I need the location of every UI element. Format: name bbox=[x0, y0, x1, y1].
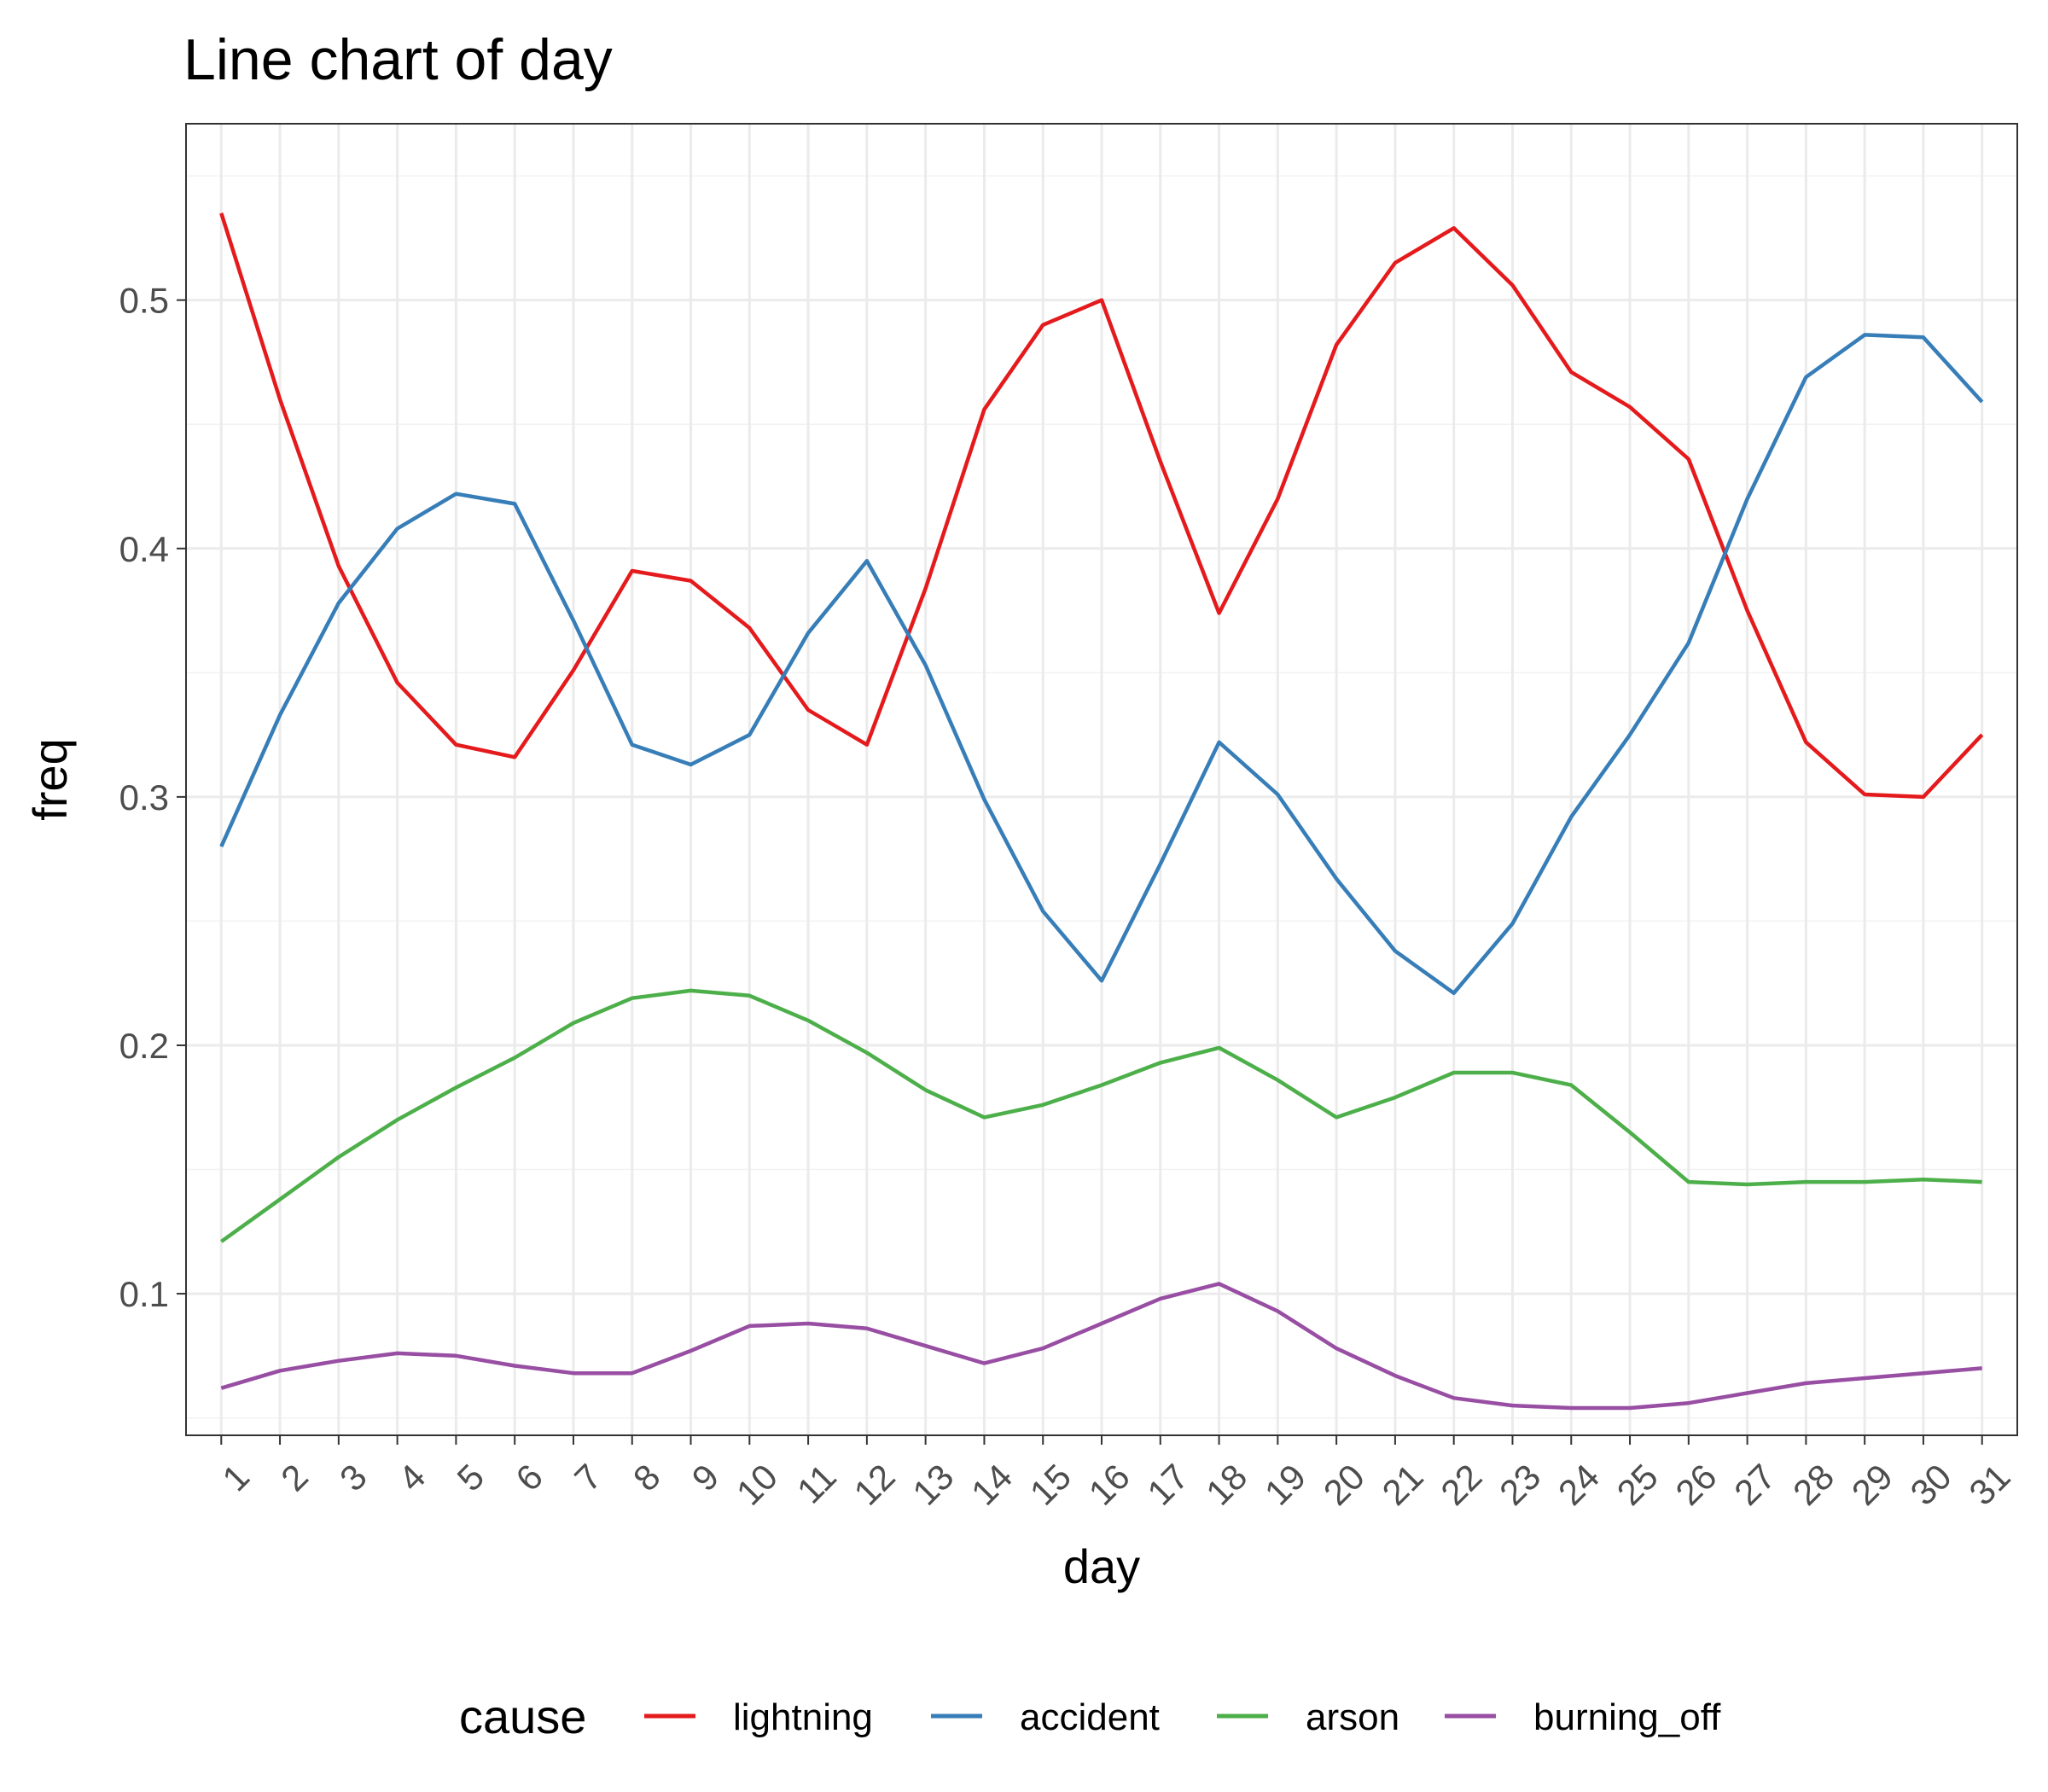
x-tick-label: 14 bbox=[963, 1457, 1020, 1513]
x-tick-label: 16 bbox=[1081, 1457, 1137, 1513]
x-tick-label: 21 bbox=[1375, 1457, 1431, 1513]
chart-title: Line chart of day bbox=[183, 27, 613, 92]
y-tick-label: 0.4 bbox=[119, 529, 169, 569]
legend-items: lightning accident arson burning_off bbox=[644, 1696, 1721, 1738]
y-tick-label: 0.1 bbox=[119, 1274, 169, 1314]
y-axis-title: freq bbox=[23, 738, 77, 821]
x-axis-title: day bbox=[1063, 1539, 1140, 1593]
x-tick-label: 22 bbox=[1433, 1457, 1489, 1513]
x-tick-label: 8 bbox=[625, 1457, 668, 1499]
x-tick-label: 24 bbox=[1551, 1457, 1607, 1513]
x-tick-label: 12 bbox=[846, 1457, 902, 1513]
x-tick-label: 29 bbox=[1844, 1457, 1900, 1513]
x-tick-label: 6 bbox=[508, 1457, 550, 1499]
series-line-accident bbox=[219, 333, 1984, 996]
x-tick-label: 13 bbox=[905, 1457, 961, 1513]
x-tick-label: 31 bbox=[1961, 1457, 2017, 1513]
legend-label: lightning bbox=[733, 1696, 873, 1738]
x-axis: 1 2 3 4 5 6 7 8 9 10 11 12 13 14 15 16 17 18 19 20 21 22 23 24 2… bbox=[214, 1435, 2018, 1513]
legend-item-arson: arson bbox=[1217, 1696, 1399, 1738]
x-tick-label: 17 bbox=[1139, 1457, 1196, 1513]
x-tick-label: 5 bbox=[450, 1457, 492, 1499]
x-tick-label: 1 bbox=[214, 1457, 257, 1499]
y-axis: 0.1 0.2 0.3 0.4 0.5 bbox=[119, 281, 186, 1314]
legend-item-burning-off: burning_off bbox=[1445, 1696, 1721, 1738]
legend: cause lightning accident arson burning_off bbox=[459, 1690, 1721, 1743]
x-tick-label: 20 bbox=[1316, 1457, 1372, 1513]
legend-item-lightning: lightning bbox=[644, 1696, 873, 1738]
x-tick-label: 30 bbox=[1903, 1457, 1959, 1513]
x-tick-label: 19 bbox=[1257, 1457, 1313, 1513]
x-tick-label: 18 bbox=[1198, 1457, 1254, 1513]
x-tick-label: 25 bbox=[1609, 1457, 1666, 1513]
y-tick-label: 0.5 bbox=[119, 281, 169, 321]
x-tick-label: 7 bbox=[567, 1457, 609, 1499]
x-tick-label: 9 bbox=[684, 1457, 727, 1499]
legend-title: cause bbox=[459, 1690, 586, 1743]
series-layer bbox=[219, 212, 1984, 1411]
y-tick-label: 0.3 bbox=[119, 777, 169, 817]
x-tick-label: 4 bbox=[391, 1457, 433, 1499]
x-tick-label: 10 bbox=[729, 1457, 785, 1513]
x-tick-label: 3 bbox=[332, 1457, 375, 1499]
x-tick-label: 23 bbox=[1492, 1457, 1548, 1513]
legend-item-accident: accident bbox=[931, 1696, 1160, 1738]
series-line-arson bbox=[219, 988, 1982, 1243]
series-line-lightning bbox=[219, 212, 1984, 800]
legend-label: arson bbox=[1306, 1696, 1399, 1738]
legend-label: burning_off bbox=[1533, 1696, 1721, 1738]
x-tick-label: 27 bbox=[1726, 1457, 1783, 1513]
legend-label: accident bbox=[1020, 1696, 1160, 1738]
series-line-burning-off bbox=[220, 1282, 1982, 1411]
x-tick-label: 26 bbox=[1667, 1457, 1724, 1513]
x-tick-label: 11 bbox=[789, 1457, 844, 1511]
x-tick-label: 15 bbox=[1022, 1457, 1079, 1513]
major-gridlines-x bbox=[219, 124, 1984, 1435]
x-tick-label: 28 bbox=[1785, 1457, 1841, 1513]
y-tick-label: 0.2 bbox=[119, 1026, 169, 1066]
x-tick-label: 2 bbox=[273, 1457, 316, 1499]
